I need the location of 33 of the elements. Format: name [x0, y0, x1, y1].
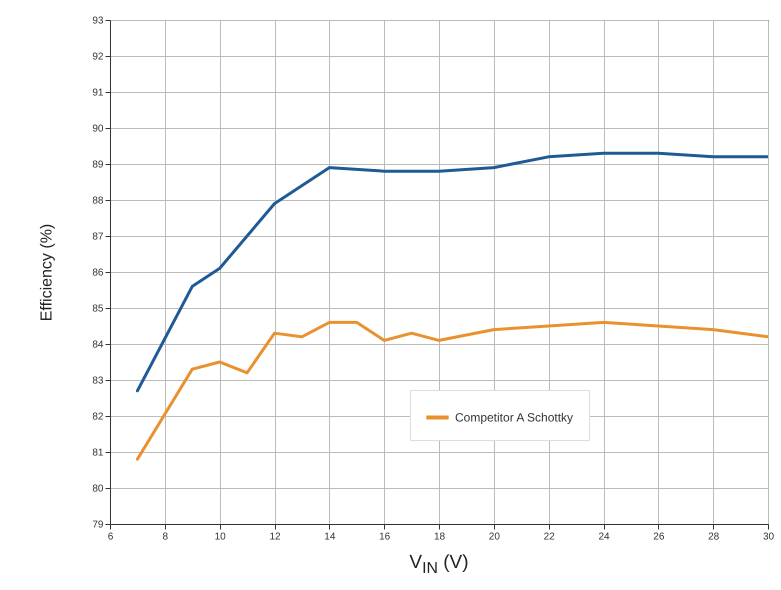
x-tick-label: 18 [434, 532, 446, 542]
y-tick-label: 91 [92, 88, 104, 98]
y-tick-label: 84 [92, 340, 104, 350]
y-axis-title: Efficiency (%) [38, 224, 56, 322]
x-tick-label: 28 [708, 532, 720, 542]
y-tick-label: 86 [92, 268, 104, 278]
y-tick-label: 87 [92, 232, 104, 242]
x-tick-label: 20 [488, 532, 500, 542]
y-tick-label: 93 [92, 16, 104, 26]
x-tick-label: 8 [162, 532, 169, 542]
x-tick-label: 14 [324, 532, 336, 542]
y-tick-label: 82 [92, 412, 104, 422]
y-tick-label: 80 [92, 484, 104, 494]
x-tick-label: 16 [379, 532, 391, 542]
y-tick-label: 89 [92, 160, 104, 170]
x-tick-label: 12 [269, 532, 281, 542]
y-tick-label: 85 [92, 304, 104, 314]
x-tick-label: 30 [762, 532, 774, 542]
y-tick-label: 81 [92, 448, 104, 458]
x-tick-label: 24 [598, 532, 610, 542]
y-tick-label: 92 [92, 52, 104, 62]
line-series [136, 152, 768, 392]
line-series [136, 320, 768, 461]
legend-label: Competitor A Schottky [455, 410, 574, 424]
y-tick-label: 79 [92, 520, 104, 530]
x-tick-label: 22 [544, 532, 556, 542]
x-tick-label: 26 [653, 532, 665, 542]
x-axis-title: V$_{IN}$ (V) [408, 552, 470, 578]
x-tick-label: 10 [214, 532, 226, 542]
y-tick-label: 83 [92, 376, 104, 386]
y-tick-label: 90 [92, 124, 104, 134]
x-tick-label: 6 [108, 532, 114, 542]
y-tick-label: 88 [92, 196, 104, 206]
